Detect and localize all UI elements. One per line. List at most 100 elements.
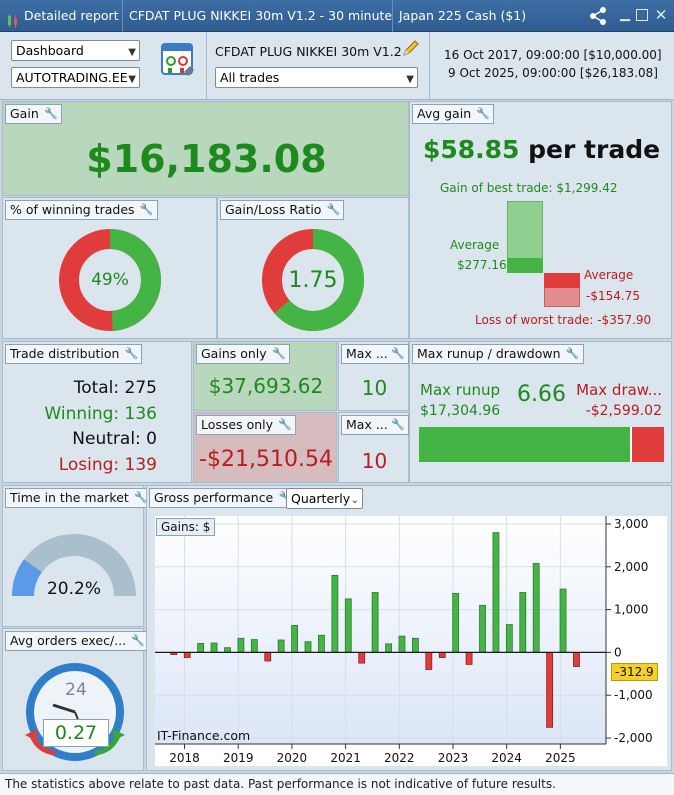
- avg-gain-panel: Avg gain 🔧 $58.85 per trade Gain of best …: [409, 101, 672, 339]
- disclaimer-footer: The statistics above relate to past data…: [0, 773, 674, 795]
- ratio-title-label: Gain/Loss Ratio: [225, 202, 322, 217]
- account-select[interactable]: AUTOTRADING.EE ▼: [11, 67, 140, 88]
- max-wins-title-label: Max ...: [346, 346, 388, 361]
- chevron-down-icon: ▼: [128, 74, 136, 85]
- loss-bar: [438, 651, 446, 658]
- view-select[interactable]: Dashboard ▼: [11, 40, 140, 61]
- x-tick-label: 2023: [438, 751, 469, 765]
- avg-orders-title-label: Avg orders exec/...: [10, 633, 127, 648]
- gain-bar: [210, 642, 218, 653]
- gross-performance-title-label: Gross performance: [154, 490, 274, 505]
- winning-title-label: % of winning trades: [10, 202, 135, 217]
- best-trade: Gain of best trade: $1,299.42: [440, 181, 618, 195]
- winning-title[interactable]: % of winning trades 🔧: [5, 200, 158, 220]
- maximize-icon[interactable]: [636, 9, 648, 21]
- runup-drawdown-bar: [419, 427, 664, 462]
- x-tick-label: 2019: [223, 751, 254, 765]
- period-select[interactable]: Quarterly ⌄: [286, 488, 363, 509]
- avg-orders-value: 0.27: [43, 719, 109, 747]
- max-wins-title[interactable]: Max ... 🔧: [341, 344, 409, 364]
- wrench-icon[interactable]: 🔧: [278, 418, 293, 431]
- period-start: 16 Oct 2017, 09:00:00 [$10,000.00]: [444, 48, 662, 62]
- max-losses-value: 10: [361, 449, 388, 473]
- ratio-donut: [262, 229, 364, 331]
- loss-bar: [264, 651, 272, 662]
- runup-title[interactable]: Max runup / drawdown 🔧: [412, 344, 584, 364]
- gains-only-title[interactable]: Gains only 🔧: [196, 344, 290, 364]
- wrench-icon[interactable]: 🔧: [565, 347, 580, 360]
- wrench-icon[interactable]: 🔧: [131, 634, 146, 647]
- wrench-icon[interactable]: 🔧: [476, 107, 491, 120]
- loss-bar: [425, 651, 433, 670]
- gain-bar: [519, 592, 527, 653]
- chevron-down-icon: ⌄: [350, 495, 359, 506]
- distribution-title[interactable]: Trade distribution 🔧: [5, 344, 143, 364]
- gain-bar: [492, 532, 500, 653]
- gain-bar: [331, 574, 339, 653]
- max-losses-title[interactable]: Max ... 🔧: [341, 415, 409, 435]
- wrench-icon[interactable]: 🔧: [326, 203, 341, 216]
- gross-performance-panel: Gross performance🔧 Quarterly⌄ 3,000 2,000…: [146, 485, 672, 771]
- runup-label: Max runup: [420, 381, 500, 399]
- gain-title[interactable]: Gain 🔧: [5, 104, 62, 124]
- avg-orders-title[interactable]: Avg orders exec/... 🔧: [5, 631, 150, 651]
- loss-bar: [465, 651, 473, 665]
- wrench-icon[interactable]: 🔧: [271, 347, 286, 360]
- distribution-list: Total: 275 Winning: 136 Neutral: 0 Losin…: [44, 376, 157, 478]
- drawdown-label: Max draw...: [576, 381, 662, 399]
- loss-bar: [573, 651, 580, 667]
- gains-only-title-label: Gains only: [201, 346, 267, 361]
- avg-gain-title[interactable]: Avg gain 🔧: [412, 104, 495, 124]
- avg-gain-value: $58.85: [422, 135, 520, 164]
- account-select-value: AUTOTRADING.EE: [16, 70, 128, 85]
- max-wins-value: 10: [361, 376, 388, 400]
- neutral-trades: Neutral: 0: [72, 429, 157, 449]
- time-market-title[interactable]: Time in the market 🔧: [5, 488, 152, 508]
- losses-only-title[interactable]: Losses only 🔧: [196, 415, 297, 435]
- gain-bar: [411, 637, 419, 653]
- gross-performance-title[interactable]: Gross performance🔧: [149, 488, 297, 508]
- wrench-icon[interactable]: 🔧: [134, 491, 148, 504]
- wrench-icon[interactable]: 🔧: [139, 203, 154, 216]
- trades-filter-select[interactable]: All trades ▼: [215, 67, 418, 88]
- report-settings-icon[interactable]: [160, 42, 196, 80]
- wrench-icon[interactable]: 🔧: [124, 347, 139, 360]
- gain-bar: [385, 643, 392, 653]
- app-title: Detailed report: [24, 8, 119, 23]
- winning-panel: % of winning trades 🔧 49%: [2, 197, 217, 339]
- close-icon[interactable]: ✕: [654, 6, 668, 24]
- wrench-icon[interactable]: 🔧: [44, 107, 58, 120]
- max-losses-title-label: Max ...: [346, 417, 388, 432]
- minimize-icon[interactable]: ▁: [620, 7, 630, 22]
- gain-bar: [452, 592, 460, 653]
- avg-win-value: $277.16: [457, 258, 507, 272]
- period-select-value: Quarterly: [291, 491, 351, 506]
- winning-donut: [59, 229, 161, 331]
- tab-detailed-report[interactable]: Detailed report: [0, 0, 123, 32]
- runup-panel: Max runup / drawdown 🔧 Max runup $17,304.…: [409, 341, 672, 483]
- edit-pencil-icon[interactable]: [401, 40, 421, 58]
- gain-bar: [250, 639, 258, 653]
- gain-title-label: Gain: [10, 106, 39, 121]
- avg-loss-label: Average: [584, 268, 634, 282]
- avg-win-fill: [507, 257, 543, 273]
- share-icon[interactable]: [588, 6, 608, 26]
- gain-bar: [505, 624, 513, 653]
- gain-value: $16,183.08: [86, 137, 327, 181]
- worst-trade: Loss of worst trade: -$357.90: [475, 313, 652, 327]
- chart-axes: 3,000 2,000 1,000 0 -1,000 -2,000 2018 2019 2020…: [155, 516, 653, 765]
- time-market-gauge: [12, 534, 136, 597]
- gain-bar: [237, 637, 245, 653]
- x-tick-label: 2022: [384, 751, 415, 765]
- ratio-value: 1.75: [288, 268, 338, 293]
- gain-bar: [532, 562, 540, 653]
- wrench-icon[interactable]: 🔧: [391, 418, 405, 431]
- gain-bar: [371, 592, 379, 653]
- ratio-title[interactable]: Gain/Loss Ratio 🔧: [220, 200, 345, 220]
- loss-bar: [546, 651, 554, 728]
- candlestick-icon: [6, 9, 20, 28]
- wrench-icon[interactable]: 🔧: [391, 347, 405, 360]
- losses-only-panel: Losses only 🔧 -$21,510.54: [193, 412, 337, 483]
- instrument-title: Japan 225 Cash ($1): [399, 8, 527, 23]
- y-tick-label: 0: [614, 645, 622, 659]
